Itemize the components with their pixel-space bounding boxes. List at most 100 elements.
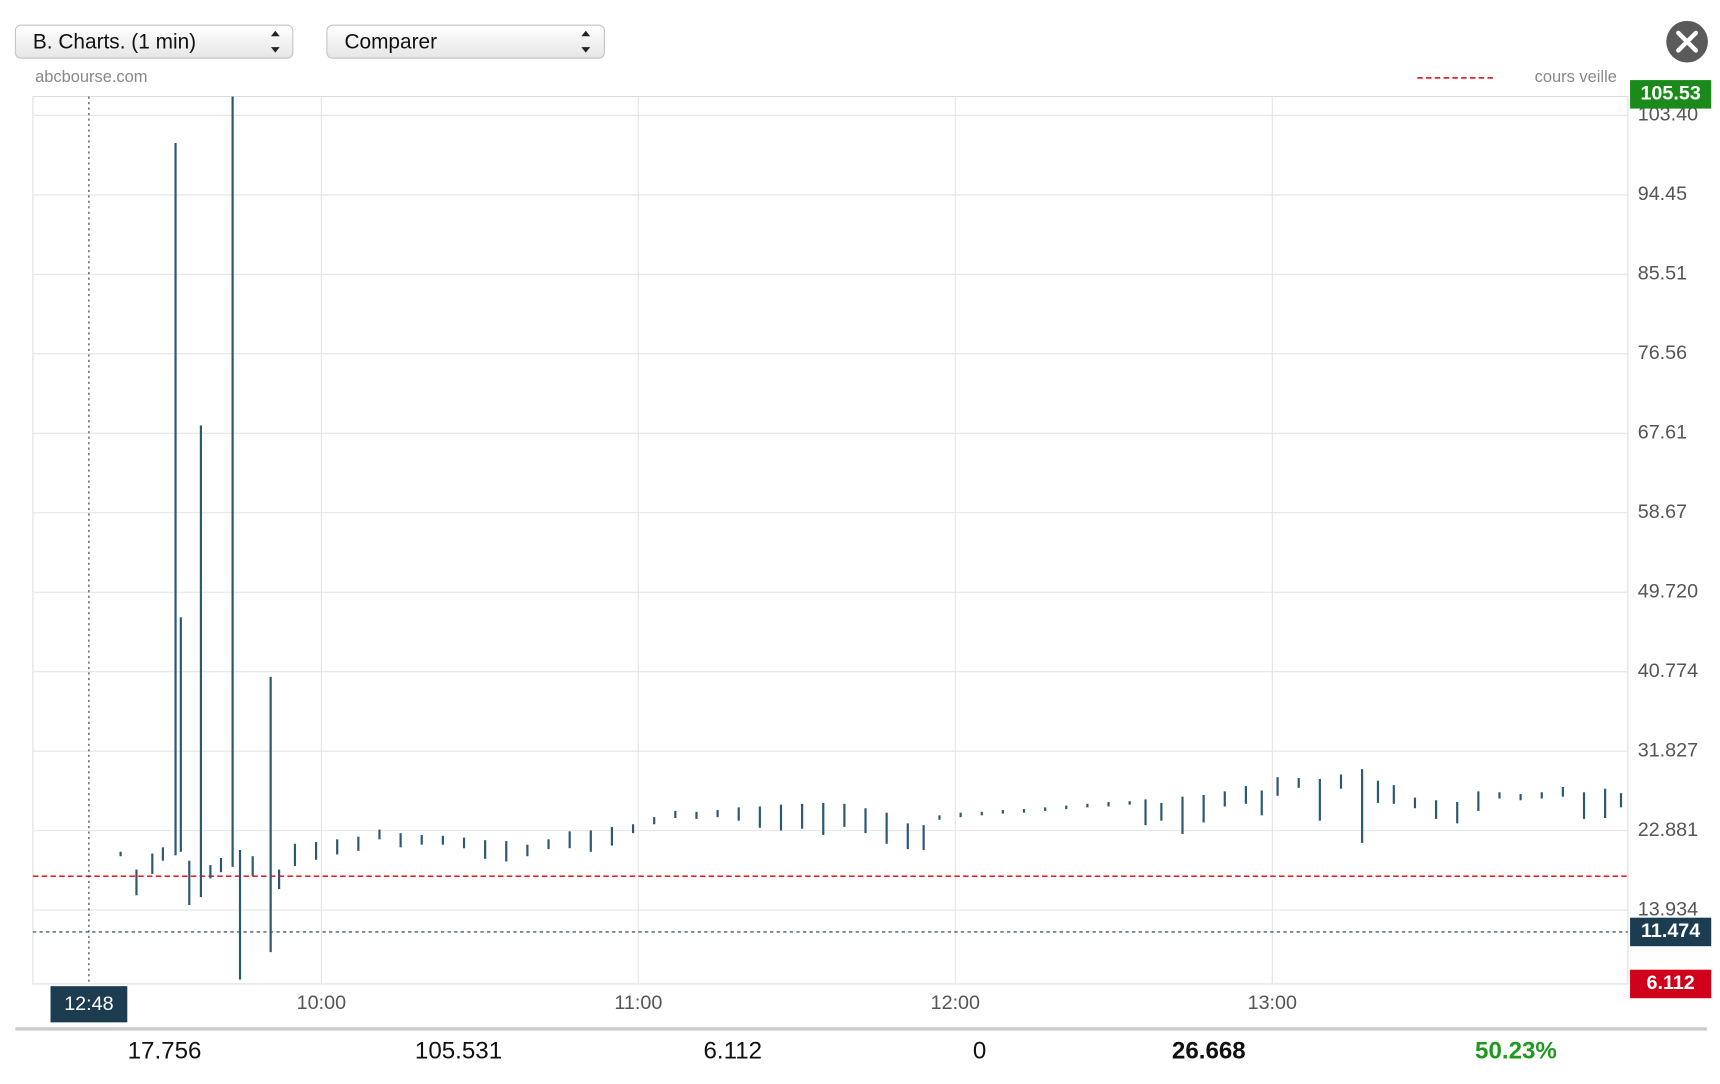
- select-box[interactable]: [14, 24, 294, 59]
- price-bar: [547, 839, 550, 850]
- price-badge-label: 11.474: [1641, 920, 1700, 942]
- price-bar: [959, 812, 962, 818]
- select-box[interactable]: [326, 24, 605, 59]
- price-bar: [1223, 791, 1226, 807]
- price-bar: [293, 843, 297, 866]
- plot-frame: [32, 95, 1629, 985]
- period-select[interactable]: B. Charts. (1 min): [14, 24, 294, 59]
- legend-label: cours veille: [1535, 68, 1617, 86]
- stat-value: 0: [973, 1037, 986, 1064]
- x-tick-label: 13:00: [1248, 992, 1297, 1014]
- price-bar: [188, 860, 191, 906]
- price-bar: [779, 804, 783, 831]
- price-bar: [378, 829, 381, 840]
- x-tick-label: 10:00: [297, 992, 346, 1014]
- y-tick-label: 76.56: [1638, 342, 1687, 364]
- select-label[interactable]: B. Charts. (1 min): [33, 30, 196, 53]
- price-bar: [589, 830, 592, 852]
- price-bar: [1376, 780, 1380, 803]
- select-arrows[interactable]: [581, 30, 591, 53]
- select-label[interactable]: Comparer: [344, 30, 437, 53]
- price-bar: [336, 839, 339, 855]
- price-bar: [1519, 794, 1522, 801]
- price-bar: [441, 835, 444, 845]
- price-bar: [1065, 805, 1068, 810]
- price-bar: [278, 869, 281, 890]
- price-bar: [1244, 786, 1247, 804]
- price-bar: [1297, 778, 1300, 788]
- select-arrows[interactable]: [270, 30, 280, 53]
- y-tick-label: 22.881: [1638, 819, 1698, 841]
- price-bar: [1619, 793, 1623, 808]
- price-bar: [251, 856, 254, 876]
- compare-select[interactable]: Comparer: [326, 24, 605, 59]
- price-bar: [885, 812, 888, 844]
- price-bar: [526, 844, 529, 857]
- price-bar: [484, 840, 487, 859]
- price-bar: [1044, 807, 1047, 811]
- y-tick-label: 31.827: [1638, 739, 1698, 761]
- price-bar: [1561, 786, 1564, 797]
- x-tick-label: 11:00: [614, 992, 662, 1014]
- stat-value: 17.756: [128, 1037, 202, 1064]
- price-bar: [822, 802, 825, 835]
- price-bar: [906, 823, 909, 850]
- price-bar: [199, 425, 203, 898]
- price-badge-label: 6.112: [1646, 972, 1694, 994]
- price-bar: [864, 808, 867, 834]
- cursor-time-badge: [50, 986, 128, 1023]
- price-bar: [568, 831, 571, 849]
- price-bar: [135, 869, 138, 896]
- close-button[interactable]: [1666, 20, 1708, 63]
- price-bar: [357, 836, 360, 851]
- price-bar: [1276, 777, 1279, 796]
- price-bar: [922, 825, 925, 850]
- price-bar: [1022, 809, 1026, 813]
- y-tick-label: 49.720: [1638, 580, 1698, 602]
- price-bar: [1181, 796, 1184, 835]
- price-bar: [938, 815, 941, 820]
- close-icon[interactable]: [1676, 30, 1699, 53]
- stat-value: 26.668: [1172, 1037, 1246, 1064]
- price-bar: [631, 824, 635, 834]
- y-tick-label: 103.40: [1638, 104, 1698, 126]
- price-bar: [1202, 794, 1205, 823]
- y-tick-label: 67.61: [1638, 422, 1687, 444]
- price-badge: [1630, 917, 1712, 947]
- price-badge: [1630, 969, 1712, 999]
- price-bar: [1477, 791, 1480, 811]
- price-bar: [1361, 769, 1364, 843]
- cursor-time-label: 12:48: [64, 993, 113, 1015]
- price-bar: [1413, 797, 1417, 809]
- price-bar: [462, 837, 466, 849]
- price-bar: [716, 810, 719, 818]
- price-bar: [174, 142, 177, 856]
- price-bar: [314, 842, 318, 860]
- price-bar: [737, 807, 740, 821]
- y-tick-label: 13.934: [1638, 898, 1698, 920]
- price-bar: [801, 803, 804, 829]
- price-bar: [758, 806, 761, 828]
- price-badge: [1630, 80, 1712, 109]
- price-bar: [1339, 774, 1343, 789]
- price-bar: [674, 810, 677, 819]
- price-bar: [505, 841, 508, 862]
- price-bar: [1604, 788, 1607, 819]
- price-bar: [610, 826, 614, 846]
- price-bar: [1498, 792, 1501, 799]
- x-tick-label: 12:00: [931, 992, 980, 1014]
- price-bar: [231, 96, 234, 867]
- price-bar: [1144, 799, 1147, 826]
- price-bar: [151, 853, 154, 874]
- price-bar: [269, 676, 272, 953]
- price-bar: [179, 617, 182, 852]
- y-tick-label: 40.774: [1638, 660, 1698, 682]
- price-bar: [1160, 802, 1163, 821]
- price-bar: [209, 865, 212, 879]
- price-bar: [843, 803, 846, 827]
- price-bar: [653, 817, 656, 825]
- price-bar: [980, 811, 983, 816]
- source: abcbourse.com: [35, 68, 147, 86]
- price-bar: [219, 857, 223, 873]
